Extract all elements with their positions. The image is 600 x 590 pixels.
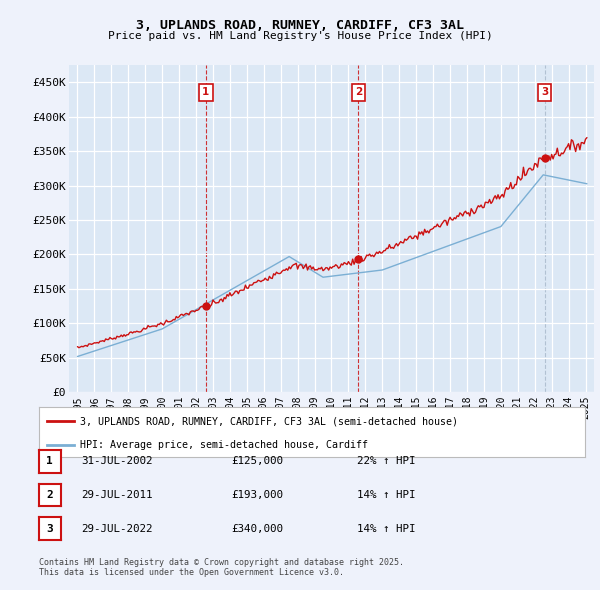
Text: 3, UPLANDS ROAD, RUMNEY, CARDIFF, CF3 3AL: 3, UPLANDS ROAD, RUMNEY, CARDIFF, CF3 3A… [136, 19, 464, 32]
Text: 1: 1 [46, 457, 53, 466]
Text: 3, UPLANDS ROAD, RUMNEY, CARDIFF, CF3 3AL (semi-detached house): 3, UPLANDS ROAD, RUMNEY, CARDIFF, CF3 3A… [80, 416, 458, 426]
Text: £193,000: £193,000 [231, 490, 283, 500]
Text: 14% ↑ HPI: 14% ↑ HPI [357, 490, 415, 500]
Text: £125,000: £125,000 [231, 457, 283, 466]
Text: 29-JUL-2011: 29-JUL-2011 [81, 490, 152, 500]
Text: 31-JUL-2002: 31-JUL-2002 [81, 457, 152, 466]
Text: Price paid vs. HM Land Registry's House Price Index (HPI): Price paid vs. HM Land Registry's House … [107, 31, 493, 41]
Text: 14% ↑ HPI: 14% ↑ HPI [357, 524, 415, 533]
Text: HPI: Average price, semi-detached house, Cardiff: HPI: Average price, semi-detached house,… [80, 440, 368, 450]
Text: 22% ↑ HPI: 22% ↑ HPI [357, 457, 415, 466]
Text: 3: 3 [541, 87, 548, 97]
Text: 1: 1 [202, 87, 209, 97]
Text: 2: 2 [355, 87, 362, 97]
Text: 3: 3 [46, 524, 53, 533]
Text: 2: 2 [46, 490, 53, 500]
Text: 29-JUL-2022: 29-JUL-2022 [81, 524, 152, 533]
Text: £340,000: £340,000 [231, 524, 283, 533]
Text: Contains HM Land Registry data © Crown copyright and database right 2025.
This d: Contains HM Land Registry data © Crown c… [39, 558, 404, 577]
